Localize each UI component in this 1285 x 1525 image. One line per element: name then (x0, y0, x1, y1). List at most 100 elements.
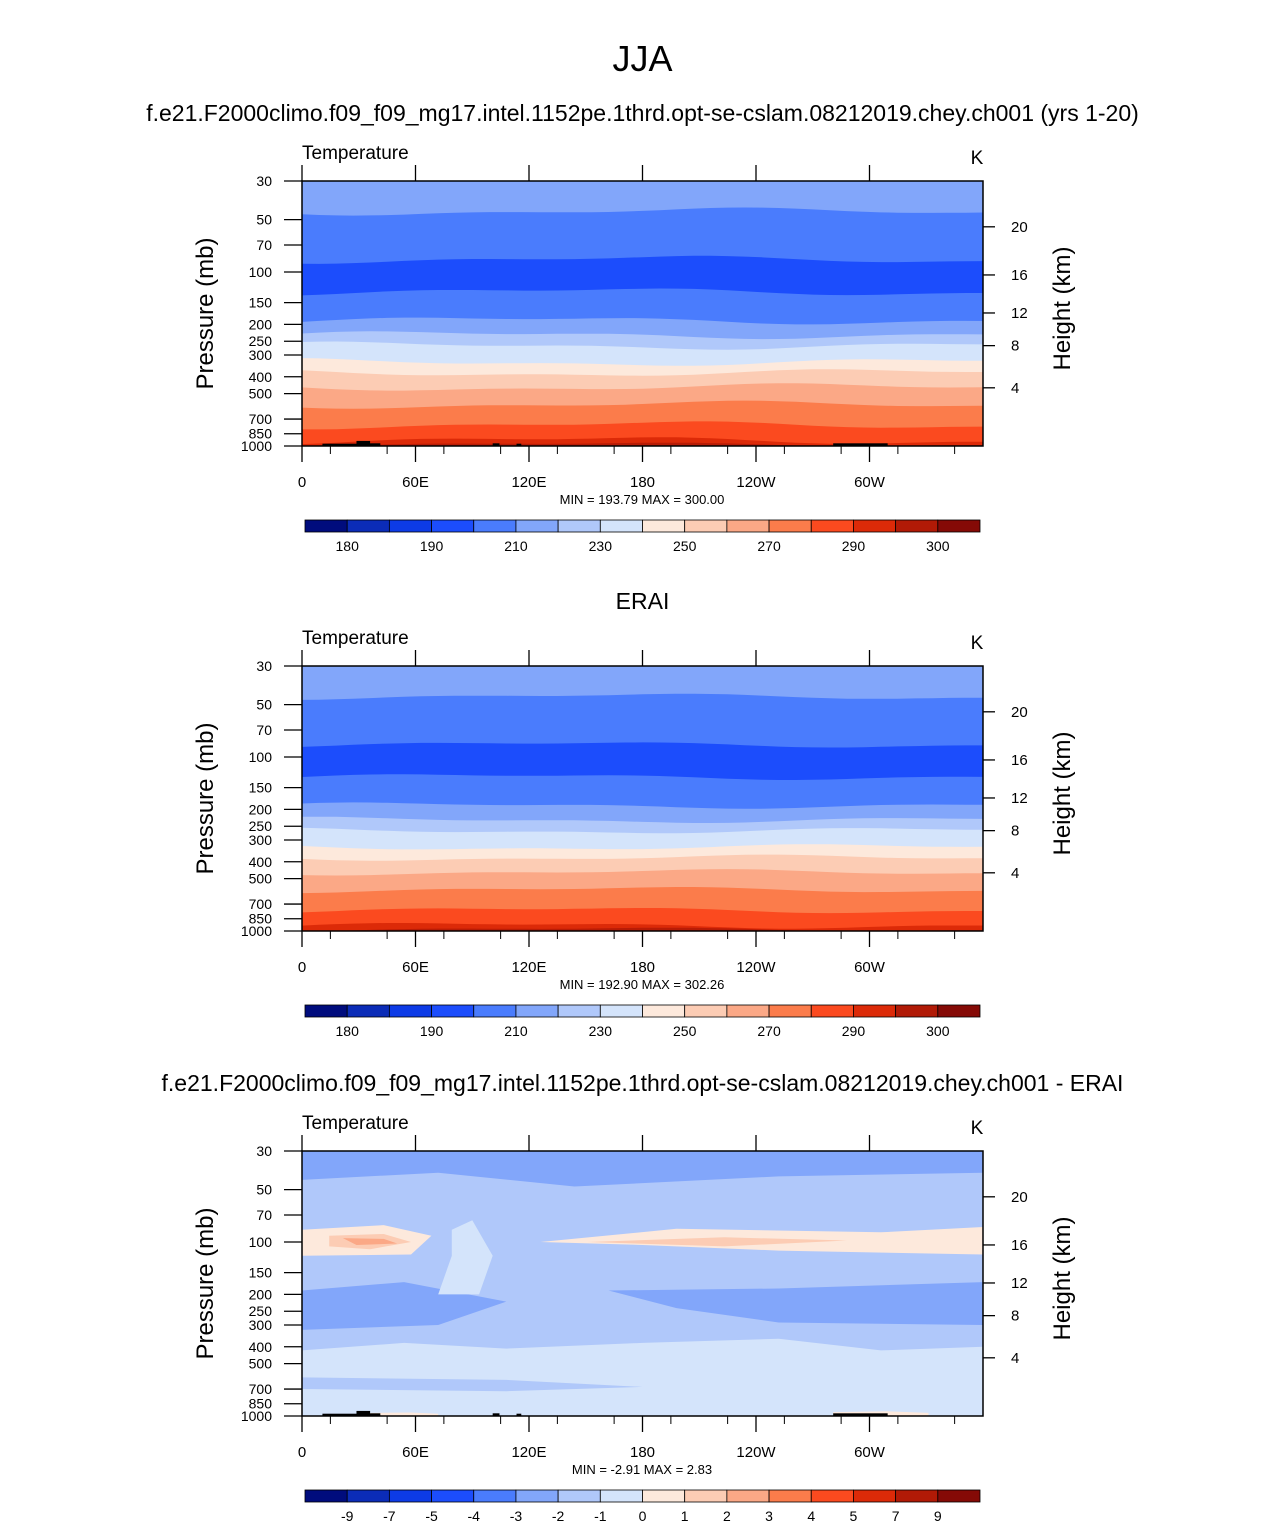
y-tick-label: 400 (249, 369, 273, 385)
terrain-mask (356, 1410, 371, 1416)
x-tick-label: 120E (511, 474, 546, 491)
colorbar-swatch (557, 1004, 601, 1018)
terrain-mask (516, 443, 522, 446)
height-tick-label: 16 (1011, 1237, 1028, 1254)
y-tick-label: 30 (256, 1143, 272, 1159)
panel-title-difference: f.e21.F2000climo.f09_f09_mg17.intel.1152… (161, 1070, 1124, 1096)
chart-panel-3: Temperature K3050701001502002503004005007… (192, 1113, 1076, 1524)
y-tick-label: 850 (249, 426, 273, 442)
x-tick-label: 0 (298, 1444, 306, 1461)
colorbar-swatch (810, 1004, 854, 1018)
difference-band (370, 1412, 439, 1416)
colorbar-swatch (515, 1004, 559, 1018)
colorbar-swatch (937, 1489, 981, 1503)
colorbar-label: 230 (589, 538, 613, 554)
colorbar-label: -9 (341, 1508, 354, 1524)
colorbar-label: 210 (504, 538, 528, 554)
y-tick-label: 250 (249, 818, 273, 834)
y-tick-label: 500 (249, 386, 273, 402)
y-axis-title: Pressure (mb) (192, 237, 219, 389)
x-tick-label: 180 (630, 1444, 655, 1461)
stats-label: MIN = -2.91 MAX = 2.83 (572, 1462, 712, 1477)
y-tick-label: 1000 (241, 1408, 272, 1424)
colorbar-label: 5 (850, 1508, 858, 1524)
terrain-mask (492, 1413, 500, 1416)
colorbar: 180 190 210 230 250 270 290 300 (304, 519, 981, 554)
colorbar-swatch (431, 519, 475, 533)
y-tick-label: 200 (249, 316, 273, 332)
y-tick-label: 50 (256, 1182, 272, 1198)
y-axis-title-right: Height (km) (1049, 246, 1076, 370)
figure-title: JJA (612, 38, 673, 79)
panel-title-model: f.e21.F2000climo.f09_f09_mg17.intel.1152… (146, 100, 1139, 126)
x-tick-label: 0 (298, 959, 306, 976)
colorbar: 180 190 210 230 250 270 290 300 (304, 1004, 981, 1039)
colorbar-swatch (599, 1489, 643, 1503)
height-tick-label: 20 (1011, 704, 1028, 721)
colorbar-label: 300 (926, 538, 950, 554)
y-tick-label: 400 (249, 854, 273, 870)
contour-field (302, 666, 983, 931)
y-tick-label: 30 (256, 173, 272, 189)
colorbar: -9 -7 -5 -4 -3 -2 -1 0 1 2 3 4 5 7 9 (304, 1489, 981, 1524)
y-tick-label: 50 (256, 212, 272, 228)
variable-label: Temperature (302, 143, 409, 164)
y-tick-label: 30 (256, 658, 272, 674)
colorbar-swatch (853, 1004, 897, 1018)
colorbar-swatch (810, 1489, 854, 1503)
difference-band (342, 1238, 398, 1245)
colorbar-swatch (599, 1004, 643, 1018)
height-tick-label: 8 (1011, 823, 1019, 840)
colorbar-swatch (557, 519, 601, 533)
difference-band (302, 1338, 983, 1416)
variable-label: Temperature (302, 1113, 409, 1134)
y-tick-label: 1000 (241, 923, 272, 939)
colorbar-label: 2 (723, 1508, 731, 1524)
colorbar-label: 210 (504, 1023, 528, 1039)
y-tick-label: 250 (249, 1303, 273, 1319)
y-tick-label: 150 (249, 1265, 273, 1281)
panel-title-erai: ERAI (615, 588, 670, 614)
colorbar-swatch (895, 1489, 939, 1503)
colorbar-label: 290 (842, 1023, 866, 1039)
chart-panel-1: Temperature K3050701001502002503004005007… (192, 143, 1076, 554)
y-tick-label: 100 (249, 264, 273, 280)
colorbar-swatch (768, 1489, 812, 1503)
height-tick-label: 12 (1011, 790, 1028, 807)
difference-band (588, 1237, 847, 1247)
colorbar-swatch (853, 519, 897, 533)
y-tick-label: 70 (256, 722, 272, 738)
colorbar-swatch (937, 1004, 981, 1018)
terrain-mask (322, 1413, 377, 1416)
units-label: K (971, 1118, 984, 1139)
terrain-mask (322, 443, 377, 446)
colorbar-label: 4 (807, 1508, 815, 1524)
colorbar-swatch (388, 1489, 432, 1503)
x-tick-label: 180 (630, 474, 655, 491)
colorbar-swatch (726, 1489, 770, 1503)
y-axis-title-right: Height (km) (1049, 731, 1076, 855)
terrain-mask (833, 1413, 888, 1416)
terrain-mask (356, 440, 371, 446)
x-tick-label: 120W (736, 1444, 776, 1461)
y-tick-label: 400 (249, 1339, 273, 1355)
terrain-mask (833, 443, 888, 446)
colorbar-label: 190 (420, 538, 444, 554)
colorbar-swatch (599, 519, 643, 533)
y-tick-label: 100 (249, 1234, 273, 1250)
colorbar-label: 7 (892, 1508, 900, 1524)
colorbar-swatch (473, 1004, 517, 1018)
x-tick-label: 60W (854, 959, 886, 976)
colorbar-swatch (937, 519, 981, 533)
colorbar-swatch (473, 1489, 517, 1503)
height-tick-label: 12 (1011, 1275, 1028, 1292)
colorbar-label: -3 (510, 1508, 523, 1524)
colorbar-swatch (388, 1004, 432, 1018)
y-tick-label: 100 (249, 749, 273, 765)
height-tick-label: 20 (1011, 1189, 1028, 1206)
height-tick-label: 4 (1011, 865, 1019, 882)
y-tick-label: 250 (249, 333, 273, 349)
y-tick-label: 700 (249, 411, 273, 427)
y-tick-label: 850 (249, 1396, 273, 1412)
